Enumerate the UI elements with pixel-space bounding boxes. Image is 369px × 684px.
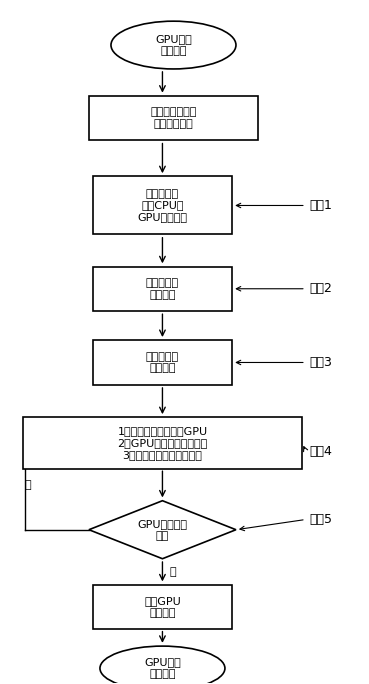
- Text: 否: 否: [25, 480, 32, 490]
- Text: 是: 是: [170, 567, 176, 577]
- Text: 计算数据分
段的段数: 计算数据分 段的段数: [146, 278, 179, 300]
- Bar: [93, 267, 232, 311]
- Bar: [23, 417, 302, 469]
- Bar: [93, 341, 232, 384]
- Text: 步骤2: 步骤2: [310, 282, 332, 295]
- Text: GPU程序
运行开始: GPU程序 运行开始: [155, 34, 192, 56]
- Text: 步骤3: 步骤3: [310, 356, 332, 369]
- Text: 读入文件并完成
必要格式转换: 读入文件并完成 必要格式转换: [150, 107, 197, 129]
- Text: 收出GPU
计算结果: 收出GPU 计算结果: [144, 596, 181, 618]
- Bar: [93, 176, 232, 235]
- Text: GPU程序
运行结束: GPU程序 运行结束: [144, 657, 181, 679]
- Polygon shape: [89, 501, 236, 559]
- Ellipse shape: [111, 21, 236, 69]
- Text: 步骤1: 步骤1: [310, 199, 332, 212]
- Ellipse shape: [100, 646, 225, 684]
- Bar: [89, 96, 258, 140]
- Text: 第一段数据
格式转换: 第一段数据 格式转换: [146, 352, 179, 373]
- Text: 检测数据规
模及CPU与
GPU通讯带宽: 检测数据规 模及CPU与 GPU通讯带宽: [137, 189, 187, 222]
- Text: 步骤4: 步骤4: [310, 445, 332, 458]
- Text: GPU加速是否
结束: GPU加速是否 结束: [137, 519, 187, 540]
- Text: 步骤5: 步骤5: [310, 513, 332, 526]
- Bar: [93, 585, 232, 629]
- Text: 1：转换后数据上传到GPU
2：GPU执行算法规定操作
3：对下一段数据格式转换: 1：转换后数据上传到GPU 2：GPU执行算法规定操作 3：对下一段数据格式转换: [117, 426, 208, 460]
